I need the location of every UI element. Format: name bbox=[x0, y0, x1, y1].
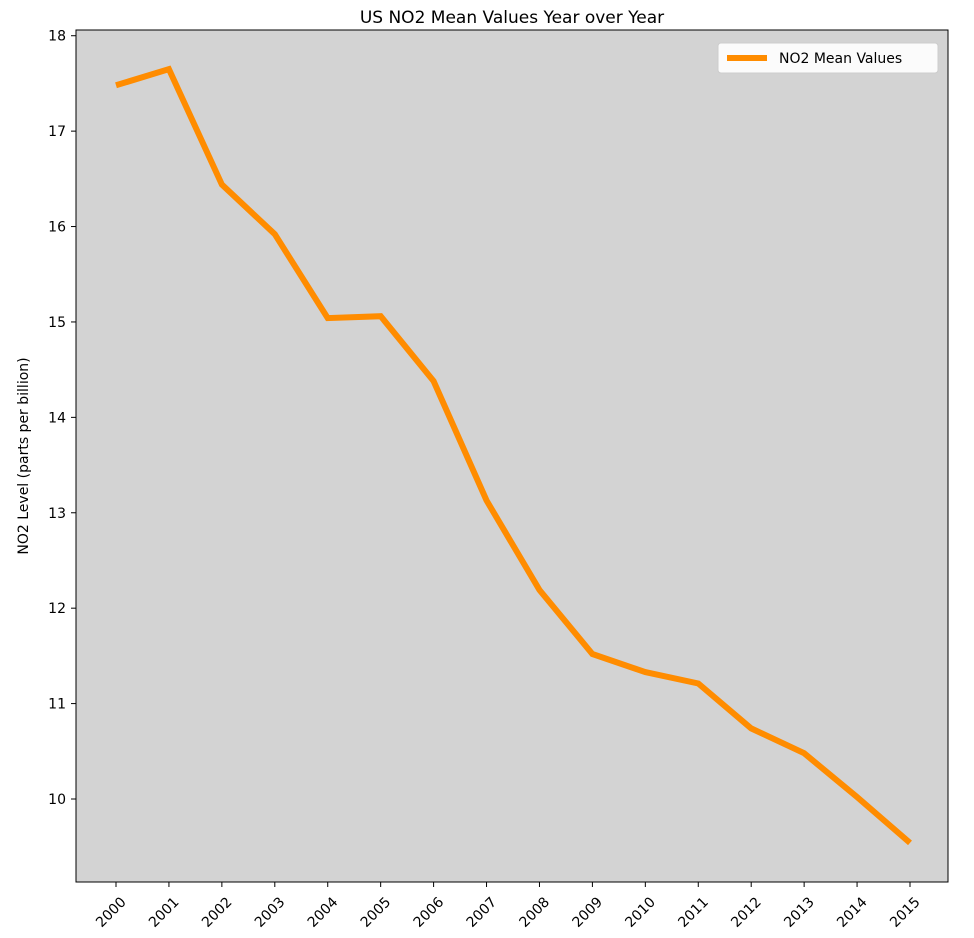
x-tick-label: 2001 bbox=[146, 894, 183, 931]
x-tick-label: 2009 bbox=[569, 894, 606, 931]
y-tick-label: 15 bbox=[48, 315, 66, 331]
y-axis-label: NO2 Level (parts per billion) bbox=[16, 357, 32, 554]
legend-label: NO2 Mean Values bbox=[779, 51, 902, 67]
chart-title: US NO2 Mean Values Year over Year bbox=[360, 8, 664, 28]
x-axis: 2000 2001 2002 2003 2004 2005 2006 2007 2008 2009… bbox=[93, 882, 924, 931]
x-tick-label: 2007 bbox=[464, 894, 501, 931]
x-tick-label: 2012 bbox=[728, 894, 765, 931]
y-tick-label: 13 bbox=[48, 506, 66, 522]
y-tick-label: 10 bbox=[48, 792, 66, 808]
legend-box bbox=[717, 42, 939, 74]
x-tick-label: 2000 bbox=[93, 894, 130, 931]
series-layer bbox=[115, 65, 912, 846]
x-tick-label: 2010 bbox=[622, 894, 659, 931]
x-tick-label: 2014 bbox=[834, 894, 871, 931]
x-tick-label: 2008 bbox=[517, 894, 554, 931]
x-tick-label: 2002 bbox=[199, 894, 236, 931]
x-tick-label: 2006 bbox=[411, 894, 448, 931]
y-axis: 10 11 12 13 14 15 16 17 18 bbox=[48, 29, 76, 808]
y-tick-label: 14 bbox=[48, 410, 66, 426]
legend: NO2 Mean Values bbox=[717, 42, 939, 74]
series-line bbox=[115, 65, 912, 846]
y-tick-label: 11 bbox=[48, 697, 66, 713]
y-tick-label: 12 bbox=[48, 601, 66, 617]
y-tick-label: 16 bbox=[48, 220, 66, 236]
plot-area bbox=[75, 29, 949, 883]
y-tick-label: 18 bbox=[48, 29, 66, 45]
x-tick-label: 2013 bbox=[781, 894, 818, 931]
x-tick-label: 2005 bbox=[358, 894, 395, 931]
x-tick-label: 2004 bbox=[305, 894, 342, 931]
x-tick-label: 2003 bbox=[252, 894, 289, 931]
y-tick-label: 17 bbox=[48, 124, 66, 140]
x-tick-label: 2011 bbox=[675, 894, 712, 931]
x-tick-label: 2015 bbox=[887, 894, 924, 931]
